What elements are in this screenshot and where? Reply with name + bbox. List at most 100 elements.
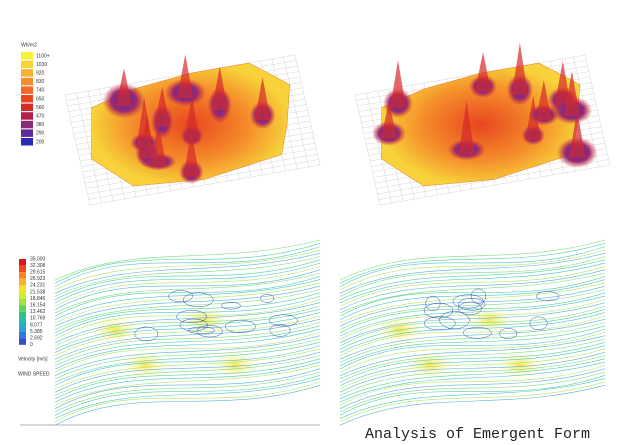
streamline xyxy=(54,381,321,423)
streamline xyxy=(339,305,606,347)
streamline xyxy=(339,345,606,386)
streamline xyxy=(54,266,321,307)
streamline xyxy=(54,309,321,350)
legend-label: 35.000 xyxy=(30,256,46,262)
streamline xyxy=(339,299,606,340)
streamline xyxy=(339,243,606,284)
peak xyxy=(554,61,571,106)
streamline xyxy=(339,315,606,357)
legend-label: 13.462 xyxy=(30,309,46,315)
streamline xyxy=(339,384,606,426)
legend-label: 380 xyxy=(36,122,45,128)
legend-swatch xyxy=(19,298,26,306)
peak xyxy=(183,130,200,177)
vortex xyxy=(168,290,193,303)
vortex xyxy=(452,294,484,309)
legend-swatch xyxy=(19,285,26,292)
streamline xyxy=(339,239,606,281)
streamline xyxy=(339,318,606,360)
legend-label: 1030 xyxy=(36,62,47,68)
streamline xyxy=(54,302,321,343)
legend-swatch xyxy=(19,265,26,273)
peak xyxy=(136,97,153,148)
grid-line xyxy=(89,164,321,206)
peak xyxy=(511,42,528,95)
streamline xyxy=(54,351,321,393)
streamline xyxy=(339,252,606,294)
vortex xyxy=(458,298,486,311)
streamline xyxy=(339,351,606,393)
streamline xyxy=(339,285,606,327)
grid-line xyxy=(584,54,611,166)
streamline xyxy=(54,279,321,320)
vortex xyxy=(225,319,256,334)
legend-swatch xyxy=(19,338,26,345)
streamline xyxy=(54,378,321,419)
legend-swatch xyxy=(21,69,33,77)
wind-legend: 35.00032.30829.61526.92324.23121.53818.8… xyxy=(19,256,46,348)
streamline xyxy=(54,282,321,324)
streamline xyxy=(339,302,606,343)
peak xyxy=(154,86,171,127)
legend-label: 32.308 xyxy=(30,263,46,269)
peak xyxy=(563,71,580,116)
streamline xyxy=(339,309,606,350)
streamline xyxy=(54,318,321,360)
vortex xyxy=(529,316,548,331)
streamline xyxy=(339,272,606,314)
radiation-model xyxy=(354,42,611,206)
peak xyxy=(211,66,228,111)
legend-label: 16.154 xyxy=(30,303,46,309)
streamline xyxy=(339,355,606,396)
legend-swatch xyxy=(21,60,33,69)
streamline xyxy=(54,361,321,403)
streamline xyxy=(339,325,606,367)
legend-label: 18.846 xyxy=(30,296,46,302)
ground-spot xyxy=(402,349,458,381)
streamline xyxy=(54,322,321,363)
streamline xyxy=(54,292,321,334)
streamline xyxy=(339,322,606,363)
peak xyxy=(115,68,132,106)
streamline xyxy=(54,371,321,413)
streamline xyxy=(339,381,606,423)
vortex xyxy=(134,326,159,342)
radiation-unit: Wh/m2 xyxy=(21,42,37,48)
streamline xyxy=(339,335,606,376)
peak xyxy=(177,54,194,98)
streamline xyxy=(54,328,321,370)
streamline xyxy=(54,368,321,409)
streamline xyxy=(54,299,321,340)
legend-swatch xyxy=(21,52,33,60)
streamline xyxy=(339,279,606,320)
streamline xyxy=(54,375,321,416)
grid-line xyxy=(294,54,321,166)
streamline xyxy=(54,335,321,376)
streamline xyxy=(54,348,321,390)
streamline xyxy=(339,262,606,304)
streamline xyxy=(54,249,321,291)
vortex xyxy=(458,301,482,316)
streamline xyxy=(339,368,606,409)
streamline xyxy=(54,355,321,396)
legend-label: 290 xyxy=(36,131,45,137)
streamline xyxy=(339,266,606,307)
legend-swatch xyxy=(19,278,26,286)
illustrations xyxy=(54,42,611,426)
streamline xyxy=(339,375,606,416)
streamline xyxy=(339,328,606,370)
streamline xyxy=(54,272,321,314)
streamline xyxy=(54,243,321,284)
peak xyxy=(390,60,407,109)
streamline xyxy=(339,371,606,413)
vortex xyxy=(182,292,214,308)
streamline xyxy=(54,358,321,400)
legend-label: 650 xyxy=(36,96,45,102)
streamline xyxy=(339,342,606,383)
peak xyxy=(475,52,492,92)
legend-swatch xyxy=(19,305,26,312)
streamline xyxy=(339,249,606,291)
streamline xyxy=(54,338,321,380)
legend-label: 1100+ xyxy=(36,53,50,59)
peak xyxy=(569,109,586,158)
